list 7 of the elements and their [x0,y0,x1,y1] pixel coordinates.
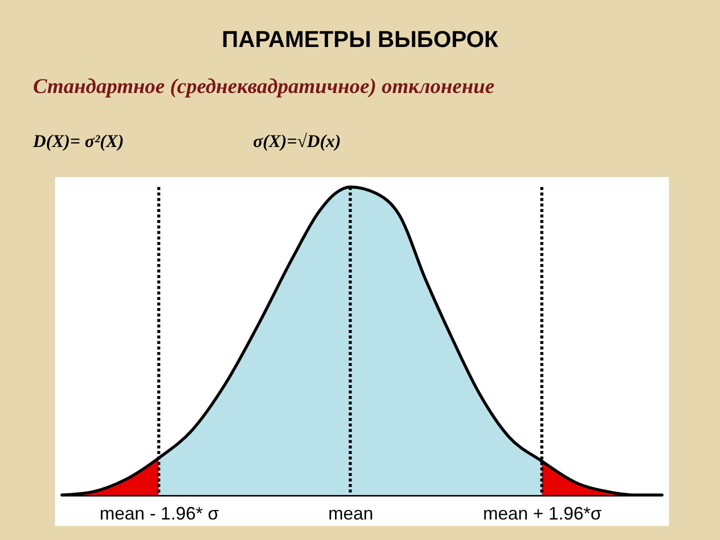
x-tick-label: mean [328,504,374,524]
x-tick-label: mean - 1.96* σ [100,504,219,524]
text: σ(X)=√D(x) [253,131,341,152]
text: D(X)= σ²(X) [33,131,124,152]
chart-title: ПАРАМЕТРЫ ВЫБОРОК [220,26,500,53]
chart-subtitle: Стандартное (среднеквадратичное) отклонение [33,74,494,99]
x-tick-label: mean + 1.96*σ [482,504,602,524]
